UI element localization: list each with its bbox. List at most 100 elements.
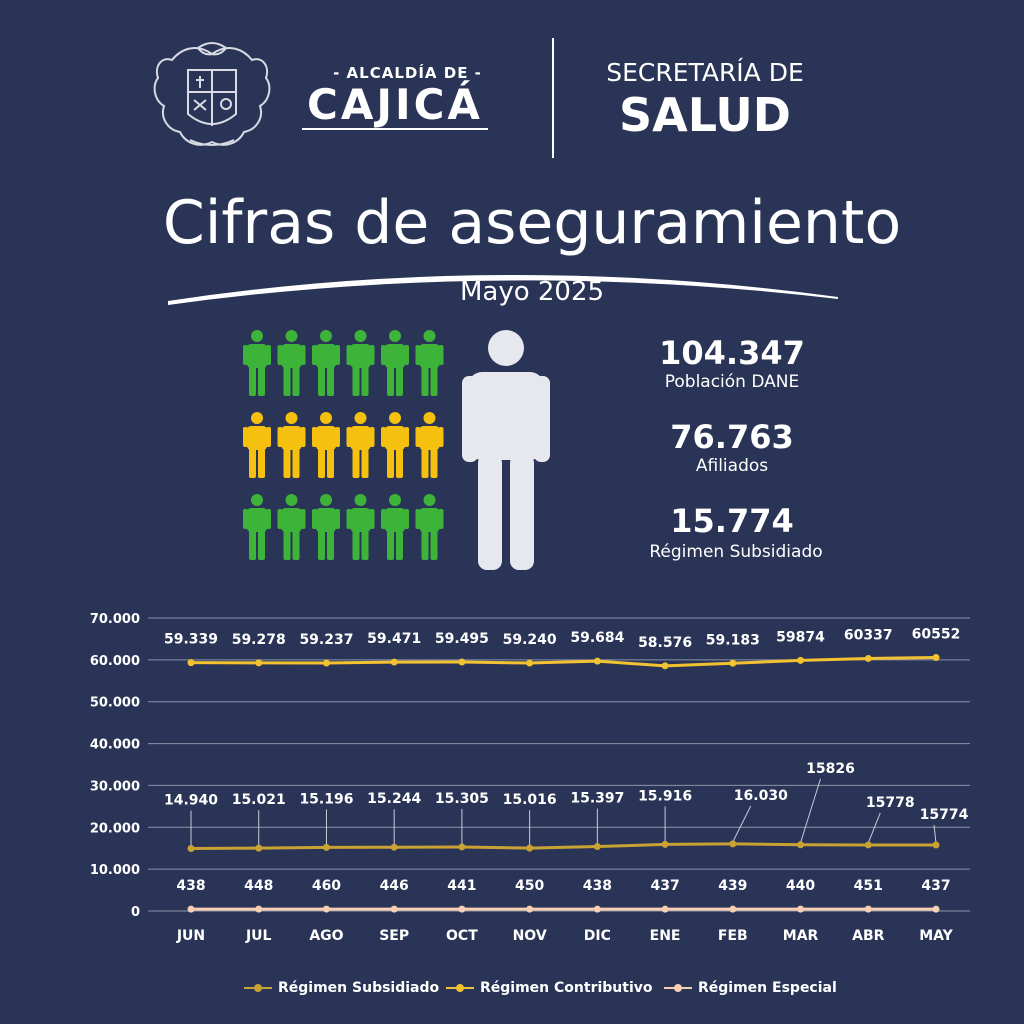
person-icon <box>346 330 375 396</box>
data-label: 15774 <box>920 807 969 823</box>
data-label: 446 <box>380 878 409 894</box>
data-label: 59.240 <box>503 632 557 648</box>
data-point <box>932 654 940 662</box>
person-icon <box>243 412 271 478</box>
data-label: 59.278 <box>232 632 286 648</box>
data-label: 441 <box>447 878 476 894</box>
data-label: 15.916 <box>638 788 692 804</box>
page-title: Cifras de aseguramiento <box>162 188 902 258</box>
series-line <box>190 842 937 850</box>
data-point <box>458 905 466 913</box>
person-icon <box>415 412 444 478</box>
person-icon <box>243 494 271 560</box>
data-point <box>593 843 601 851</box>
data-label: 15.397 <box>570 791 624 807</box>
legend-label-contributivo: Régimen Contributivo <box>480 980 653 996</box>
data-label: 59.495 <box>435 631 489 647</box>
data-label: 15.016 <box>503 792 557 808</box>
data-label: 460 <box>312 878 341 894</box>
y-tick-label: 0 <box>131 905 140 920</box>
data-point <box>322 843 330 851</box>
data-label: 15778 <box>866 795 915 811</box>
y-tick-label: 60.000 <box>90 654 140 669</box>
chart-legend: Régimen Subsidiado Régimen Contributivo … <box>0 974 1024 1004</box>
x-tick-label: OCT <box>446 928 478 944</box>
title-arc <box>168 274 838 305</box>
data-label: 15.305 <box>435 791 489 807</box>
x-tick-label: MAY <box>919 928 953 944</box>
data-point <box>864 905 872 913</box>
stat-subsidiado-label: Régimen Subsidiado <box>649 542 823 562</box>
person-icon <box>312 494 340 560</box>
data-point <box>729 840 737 848</box>
data-point <box>458 658 466 666</box>
y-tick-label: 70.000 <box>90 612 140 627</box>
data-label: 59.339 <box>164 632 218 648</box>
population-figures <box>243 330 550 570</box>
data-label: 15826 <box>806 761 855 777</box>
person-icon <box>381 494 409 560</box>
data-label: 437 <box>921 878 950 894</box>
data-point <box>932 905 940 913</box>
data-point <box>322 905 330 913</box>
large-person-icon <box>462 330 550 570</box>
data-point <box>797 841 805 849</box>
legend-swatch-contributivo <box>446 982 474 994</box>
x-tick-label: DIC <box>584 928 611 944</box>
stat-poblacion-value: 104.347 <box>659 334 805 372</box>
secretaria-label: SECRETARÍA DE <box>606 58 804 87</box>
person-icon <box>312 330 340 396</box>
person-icon <box>312 412 340 478</box>
header-divider <box>552 38 554 158</box>
data-point <box>390 843 398 851</box>
person-icon <box>243 330 271 396</box>
data-point <box>729 659 737 667</box>
data-point <box>255 844 263 852</box>
data-point <box>255 905 263 913</box>
data-label: 448 <box>244 878 273 894</box>
x-tick-label: MAR <box>783 928 819 944</box>
data-point <box>864 654 872 662</box>
data-point <box>187 905 195 913</box>
data-point <box>322 659 330 667</box>
data-point <box>932 841 940 849</box>
x-tick-label: FEB <box>718 928 748 944</box>
coat-of-arms-icon <box>153 42 271 146</box>
data-label: 58.576 <box>638 635 692 651</box>
data-label: 59874 <box>776 629 825 645</box>
data-label: 59.471 <box>367 631 421 647</box>
legend-item-contributivo: Régimen Contributivo <box>446 974 653 1002</box>
legend-swatch-especial <box>664 982 692 994</box>
leader-line <box>732 805 752 843</box>
legend-item-especial: Régimen Especial <box>664 974 837 1002</box>
leader-line <box>867 812 881 844</box>
data-label: 15.244 <box>367 791 421 807</box>
data-point <box>661 905 669 913</box>
x-tick-label: JUN <box>176 928 205 944</box>
stat-poblacion-label: Población DANE <box>664 372 800 392</box>
data-label: 16.030 <box>734 788 788 804</box>
stat-afiliados-value: 76.763 <box>670 418 794 456</box>
data-point <box>458 843 466 851</box>
y-tick-label: 10.000 <box>90 863 140 878</box>
x-tick-label: JUL <box>245 928 272 944</box>
x-tick-label: AGO <box>309 928 343 944</box>
leader-line <box>800 778 822 843</box>
person-icon <box>381 330 409 396</box>
data-point <box>390 658 398 666</box>
data-point <box>593 657 601 665</box>
person-icon <box>415 494 444 560</box>
data-point <box>729 905 737 913</box>
data-label: 438 <box>176 878 205 894</box>
data-point <box>526 905 534 913</box>
page-subtitle: Mayo 2025 <box>459 277 605 307</box>
data-point <box>255 659 263 667</box>
y-tick-label: 40.000 <box>90 738 140 753</box>
leader-line <box>933 824 937 844</box>
data-point <box>797 905 805 913</box>
data-label: 60337 <box>844 627 893 643</box>
data-label: 59.237 <box>299 632 353 648</box>
header-logos: - ALCALDÍA DE - CAJICÁ SECRETARÍA DE SAL… <box>150 36 804 164</box>
legend-swatch-subsidiado <box>244 982 272 994</box>
affiliation-line-chart: 0 10.000 20.000 30.000 40.000 50.000 60.000 70.… <box>90 612 970 944</box>
